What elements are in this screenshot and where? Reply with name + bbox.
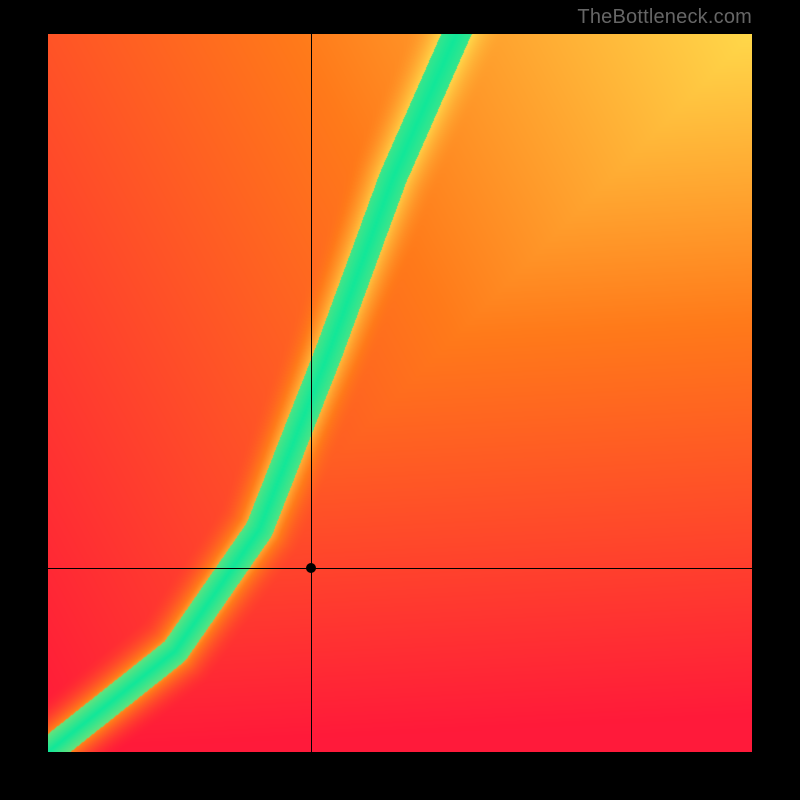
crosshair-horizontal bbox=[48, 568, 752, 569]
heatmap-canvas bbox=[48, 34, 752, 752]
watermark-text: TheBottleneck.com bbox=[577, 6, 752, 29]
heatmap-plot bbox=[48, 34, 752, 752]
chart-frame: TheBottleneck.com bbox=[0, 0, 800, 800]
crosshair-vertical bbox=[311, 34, 312, 752]
